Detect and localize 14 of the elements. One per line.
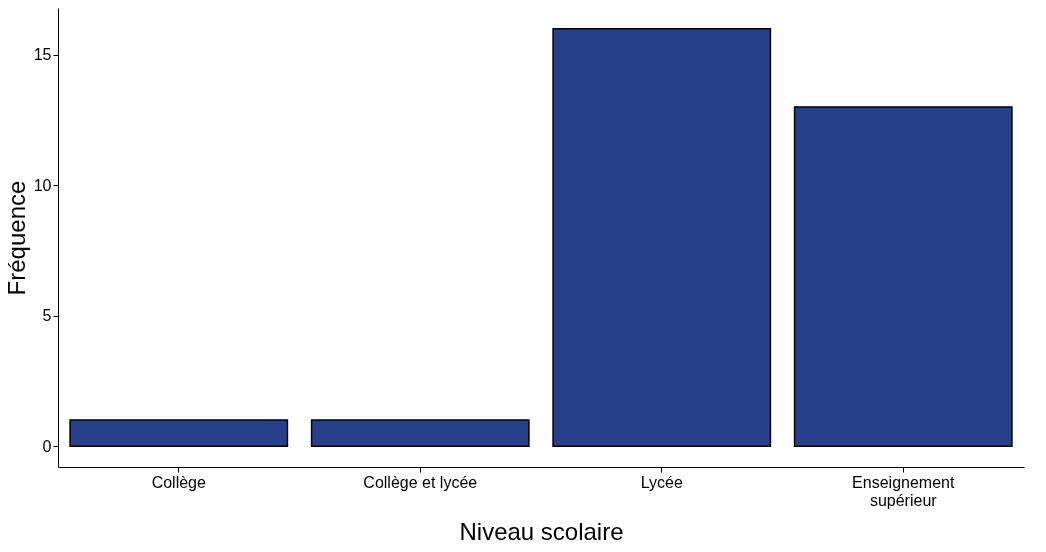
y-tick-label: 10 — [33, 176, 52, 194]
y-tick-label: 15 — [33, 46, 52, 64]
bar — [552, 28, 772, 447]
y-tick-label: 0 — [42, 437, 52, 455]
y-tick-label: 5 — [42, 307, 52, 325]
bar — [793, 106, 1013, 447]
x-axis-title: Niveau scolaire — [459, 517, 624, 545]
x-tick-label: Enseignement supérieur — [852, 473, 955, 509]
bar — [69, 419, 289, 447]
bar — [310, 419, 530, 447]
x-tick-label: Lycée — [640, 473, 683, 491]
x-tick-label: Collège — [151, 473, 206, 491]
y-axis-title: Fréquence — [2, 180, 30, 296]
x-tick-label: Collège et lycée — [363, 473, 478, 491]
